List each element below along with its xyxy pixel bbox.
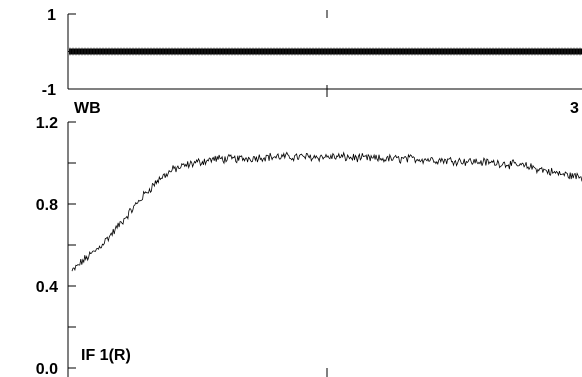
bottom-panel: 1.2 0.8 0.4 0.0 WB 3 IF 1(R): [36, 100, 582, 377]
corner-label: 3: [570, 100, 579, 117]
top-y-tick-label: -1: [42, 82, 56, 99]
bottom-y-tick-label: 0.8: [36, 197, 58, 214]
top-series-marker-group: [69, 47, 581, 56]
bottom-y-tick-label: 0.0: [36, 361, 58, 377]
bottom-y-tick-label: 0.4: [36, 279, 58, 296]
top-y-tick-label: 1: [47, 7, 56, 24]
bottom-series-line: [71, 151, 582, 272]
series-annotation: IF 1(R): [81, 347, 131, 364]
top-series-markers: [69, 48, 582, 55]
bottom-y-tick-label: 1.2: [36, 115, 58, 132]
top-panel: 1 -1: [42, 7, 582, 99]
panel-label-wb: WB: [74, 100, 101, 117]
